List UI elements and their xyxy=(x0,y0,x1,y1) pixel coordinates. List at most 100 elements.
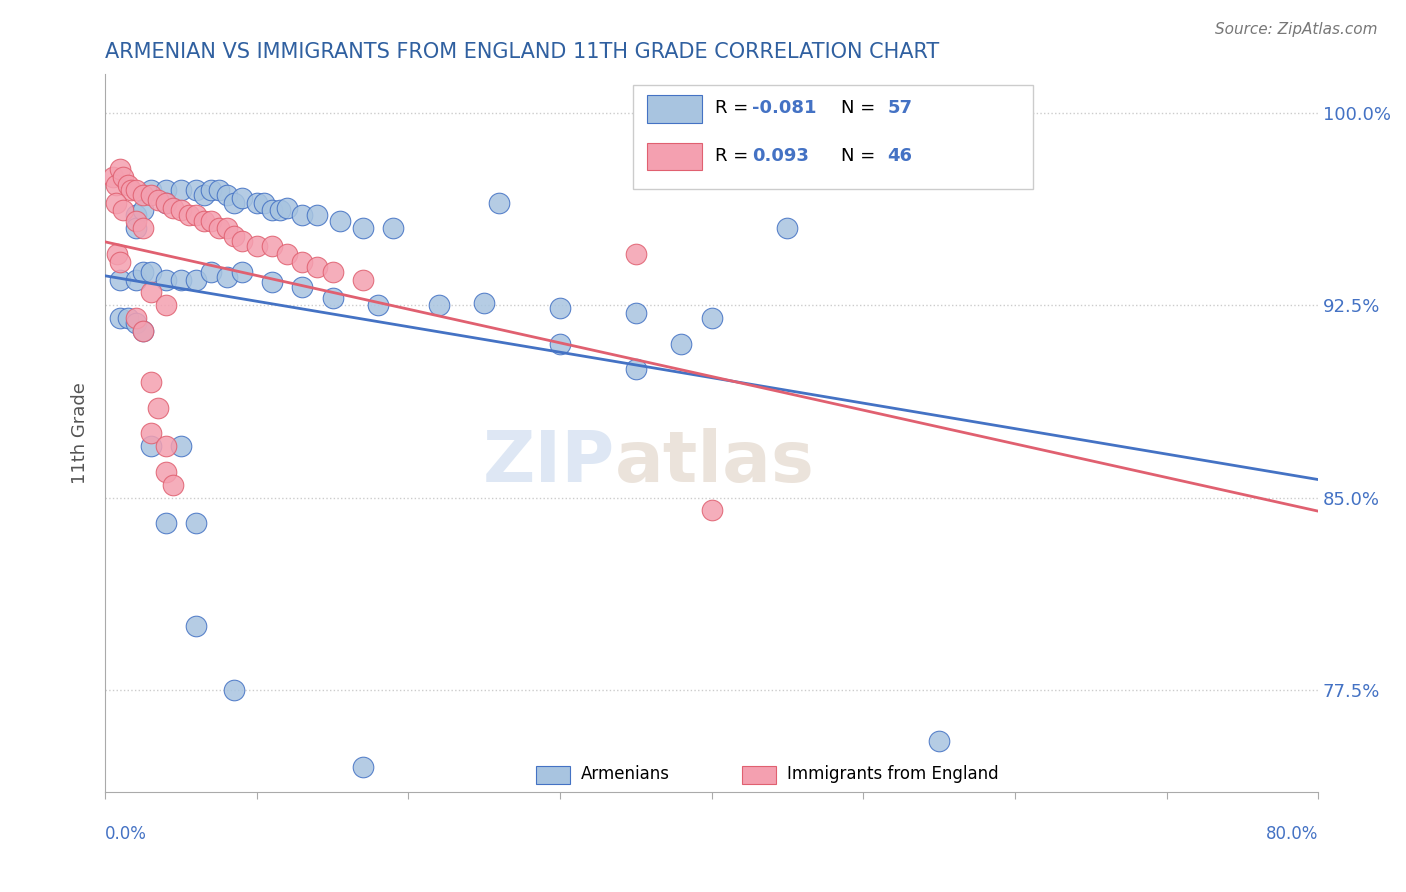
Point xyxy=(776,221,799,235)
Point xyxy=(170,272,193,286)
Y-axis label: 11th Grade: 11th Grade xyxy=(72,383,89,484)
Point xyxy=(110,311,132,326)
Point xyxy=(260,239,283,253)
Point xyxy=(260,275,283,289)
Point xyxy=(155,516,177,531)
Point xyxy=(208,183,231,197)
Point xyxy=(472,295,495,310)
Point xyxy=(139,183,162,197)
Point xyxy=(104,195,127,210)
Point xyxy=(231,234,253,248)
Point xyxy=(155,439,177,453)
Point xyxy=(548,301,571,315)
Point xyxy=(162,201,184,215)
Text: atlas: atlas xyxy=(614,427,814,497)
Point xyxy=(132,265,155,279)
Point xyxy=(193,213,215,227)
Point xyxy=(139,188,162,202)
Text: Source: ZipAtlas.com: Source: ZipAtlas.com xyxy=(1215,22,1378,37)
Point xyxy=(155,195,177,210)
Point xyxy=(124,183,146,197)
Point xyxy=(624,247,647,261)
Point xyxy=(246,239,269,253)
Text: Armenians: Armenians xyxy=(581,765,669,783)
Text: 0.0%: 0.0% xyxy=(105,825,148,843)
FancyBboxPatch shape xyxy=(633,86,1033,189)
Point xyxy=(624,362,647,376)
Point xyxy=(177,209,200,223)
Point xyxy=(124,209,146,223)
Point xyxy=(269,203,291,218)
Point xyxy=(170,439,193,453)
Point xyxy=(139,265,162,279)
Point xyxy=(329,213,352,227)
Point xyxy=(291,280,314,294)
Point xyxy=(260,203,283,218)
Point xyxy=(307,260,329,274)
Point xyxy=(253,195,276,210)
Point xyxy=(155,195,177,210)
Point xyxy=(124,316,146,330)
Point xyxy=(170,203,193,218)
Point xyxy=(155,272,177,286)
Point xyxy=(276,247,298,261)
Bar xyxy=(536,766,569,784)
Point xyxy=(148,193,170,207)
Text: N =: N = xyxy=(841,99,882,117)
Point xyxy=(186,618,208,632)
Point xyxy=(671,336,693,351)
Point xyxy=(382,221,405,235)
Point xyxy=(186,209,208,223)
Point xyxy=(132,203,155,218)
Point xyxy=(352,760,374,774)
Point xyxy=(231,265,253,279)
Point xyxy=(291,209,314,223)
Point xyxy=(700,311,723,326)
Point xyxy=(139,375,162,389)
Point xyxy=(117,178,139,192)
Point xyxy=(110,272,132,286)
Text: R =: R = xyxy=(716,99,754,117)
Point xyxy=(488,195,510,210)
Point xyxy=(307,209,329,223)
Bar xyxy=(647,143,702,169)
Point xyxy=(200,265,222,279)
Point xyxy=(186,516,208,531)
Text: -0.081: -0.081 xyxy=(752,99,817,117)
Text: 46: 46 xyxy=(887,146,912,164)
Point xyxy=(186,183,208,197)
Point xyxy=(352,272,374,286)
Point xyxy=(110,162,132,177)
Point xyxy=(132,324,155,338)
Point xyxy=(700,503,723,517)
Point xyxy=(215,188,238,202)
Text: 80.0%: 80.0% xyxy=(1265,825,1319,843)
Point xyxy=(222,682,245,697)
Text: N =: N = xyxy=(841,146,882,164)
Point xyxy=(427,298,450,312)
Point xyxy=(117,311,139,326)
Text: R =: R = xyxy=(716,146,754,164)
Point xyxy=(231,190,253,204)
Text: ARMENIAN VS IMMIGRANTS FROM ENGLAND 11TH GRADE CORRELATION CHART: ARMENIAN VS IMMIGRANTS FROM ENGLAND 11TH… xyxy=(105,42,939,62)
Point xyxy=(291,254,314,268)
Point xyxy=(246,195,269,210)
Point xyxy=(110,254,132,268)
Point xyxy=(322,265,344,279)
Point xyxy=(352,221,374,235)
Point xyxy=(101,169,124,184)
Point xyxy=(155,298,177,312)
Point xyxy=(132,324,155,338)
Point xyxy=(367,298,389,312)
Point xyxy=(548,336,571,351)
Point xyxy=(200,213,222,227)
Point xyxy=(322,291,344,305)
Point xyxy=(624,306,647,320)
Point xyxy=(193,188,215,202)
Point xyxy=(170,183,193,197)
Point xyxy=(139,426,162,441)
Point xyxy=(124,311,146,326)
Point xyxy=(124,213,146,227)
Point xyxy=(124,272,146,286)
Point xyxy=(162,477,184,491)
